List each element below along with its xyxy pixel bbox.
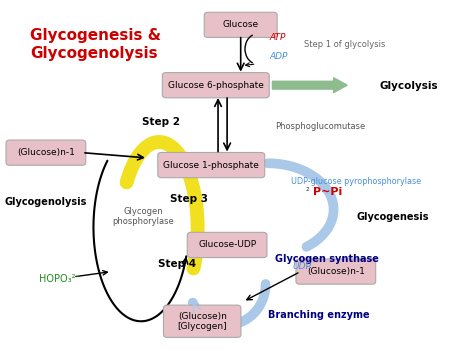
Text: UDP-glucose pyrophosphorylase: UDP-glucose pyrophosphorylase: [291, 176, 420, 186]
Text: (Glucose)n-1: (Glucose)n-1: [17, 148, 75, 157]
FancyArrow shape: [273, 78, 347, 93]
FancyBboxPatch shape: [204, 12, 277, 37]
Text: Glycogen synthase: Glycogen synthase: [274, 254, 379, 264]
Text: (Glucose)n
[Glycogen]: (Glucose)n [Glycogen]: [177, 312, 227, 331]
FancyBboxPatch shape: [187, 233, 267, 258]
Text: UDP: UDP: [293, 262, 312, 272]
Text: Step 3: Step 3: [170, 194, 208, 204]
FancyBboxPatch shape: [6, 140, 86, 165]
FancyBboxPatch shape: [296, 259, 376, 284]
FancyBboxPatch shape: [162, 72, 269, 98]
Text: Glycolysis: Glycolysis: [379, 81, 438, 91]
Text: Glycogen
phosphorylase: Glycogen phosphorylase: [112, 207, 174, 226]
Text: Glycogenesis &
Glycogenolysis: Glycogenesis & Glycogenolysis: [30, 28, 161, 61]
FancyBboxPatch shape: [158, 153, 264, 178]
Text: Glucose 1-phosphate: Glucose 1-phosphate: [164, 160, 259, 170]
Text: Phosphoglucomutase: Phosphoglucomutase: [274, 121, 365, 131]
Text: Glycogenolysis: Glycogenolysis: [5, 197, 87, 207]
Text: Glucose: Glucose: [223, 20, 259, 29]
Text: ADP: ADP: [269, 52, 288, 61]
Text: ATP: ATP: [269, 33, 286, 43]
Text: Glucose-UDP: Glucose-UDP: [198, 240, 256, 250]
Text: Glucose 6-phosphate: Glucose 6-phosphate: [168, 81, 264, 90]
Text: ²: ²: [306, 187, 313, 197]
Text: Branching enzyme: Branching enzyme: [268, 310, 370, 320]
Text: Step 1 of glycolysis: Step 1 of glycolysis: [304, 40, 385, 49]
Text: (Glucose)n-1: (Glucose)n-1: [307, 267, 365, 276]
Text: Step 4: Step 4: [158, 260, 196, 269]
Text: HOPO₃²⁻: HOPO₃²⁻: [39, 274, 81, 284]
FancyBboxPatch shape: [164, 305, 241, 337]
Text: P~Pi: P~Pi: [313, 187, 342, 197]
Text: Glycogenesis: Glycogenesis: [356, 212, 428, 222]
Text: Step 2: Step 2: [142, 118, 181, 127]
